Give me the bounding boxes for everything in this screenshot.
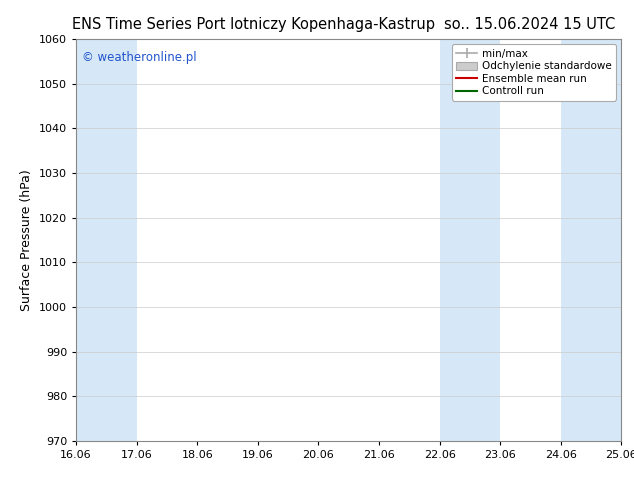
- Legend: min/max, Odchylenie standardowe, Ensemble mean run, Controll run: min/max, Odchylenie standardowe, Ensembl…: [452, 45, 616, 100]
- Bar: [76, 39, 137, 441]
- Text: © weatheronline.pl: © weatheronline.pl: [82, 51, 196, 64]
- Text: ENS Time Series Port lotniczy Kopenhaga-Kastrup: ENS Time Series Port lotniczy Kopenhaga-…: [72, 17, 435, 32]
- Bar: [439, 39, 500, 441]
- Text: so.. 15.06.2024 15 UTC: so.. 15.06.2024 15 UTC: [444, 17, 615, 32]
- Bar: [560, 39, 621, 441]
- Y-axis label: Surface Pressure (hPa): Surface Pressure (hPa): [20, 169, 34, 311]
